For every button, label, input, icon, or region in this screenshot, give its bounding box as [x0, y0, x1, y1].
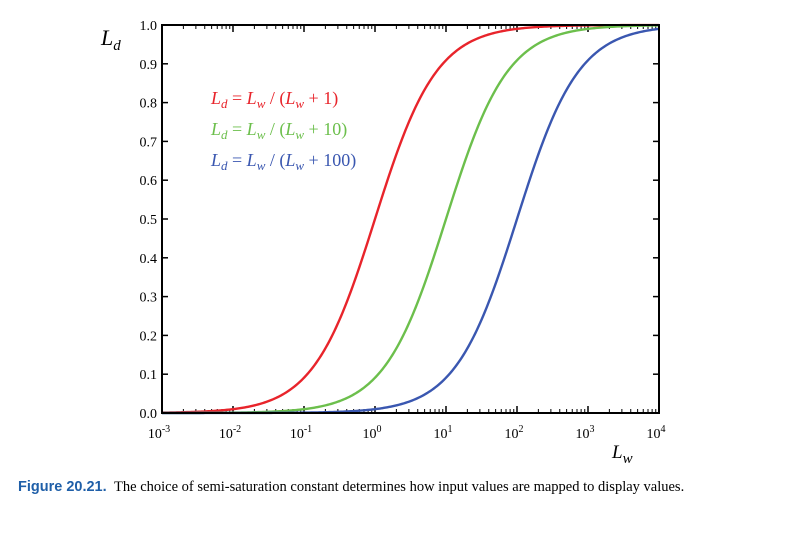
plot-frame — [161, 24, 660, 414]
series-line — [162, 27, 660, 415]
series-line — [162, 24, 660, 415]
y-tick-label: 0.0 — [140, 407, 158, 422]
x-axis-label: Lw — [611, 442, 633, 467]
x-tick-label: 10-2 — [219, 424, 241, 442]
y-tick-label: 0.1 — [140, 368, 158, 383]
x-tick-label: 103 — [576, 424, 595, 442]
x-tick-label: 102 — [505, 424, 524, 442]
legend-entry: Ld = Lw / (Lw + 1) — [210, 88, 338, 111]
legend-entry: Ld = Lw / (Lw + 100) — [210, 150, 356, 173]
x-tick-label: 10-1 — [290, 424, 312, 442]
x-tick-label: 101 — [434, 424, 453, 442]
y-tick-label: 0.7 — [140, 135, 158, 150]
y-tick-label: 0.3 — [140, 291, 158, 306]
y-tick-label: 0.8 — [140, 97, 158, 112]
chart-svg: 0.00.10.20.30.40.50.60.70.80.91.0 10-3 10… — [100, 19, 666, 467]
caption-text: The choice of semi-saturation constant d… — [114, 479, 685, 495]
y-axis-label: Ld — [100, 25, 121, 54]
y-tick-label: 0.9 — [140, 58, 158, 73]
legend-entry: Ld = Lw / (Lw + 10) — [210, 119, 347, 142]
x-tick-label: 10-3 — [148, 424, 170, 442]
x-tick-label: 104 — [647, 424, 666, 442]
y-tick-label: 1.0 — [140, 19, 158, 34]
figure-label: Figure 20.21. — [18, 479, 107, 495]
x-tick-label: 100 — [363, 424, 382, 442]
y-tick-label: 0.2 — [140, 329, 158, 344]
chart-legend: Ld = Lw / (Lw + 1) Ld = Lw / (Lw + 10) Ld … — [210, 88, 356, 173]
axis-ticks — [161, 24, 660, 414]
y-tick-label: 0.6 — [140, 174, 158, 189]
x-tick-labels: 10-3 10-2 10-1 100 101 102 103 104 — [148, 424, 666, 442]
y-tick-labels: 0.0 0.1 0.2 0.3 0.4 0.5 0.6 0.7 0.8 0.9 1.0 — [140, 19, 158, 422]
y-tick-label: 0.5 — [140, 213, 158, 228]
figure-caption: Figure 20.21. The choice of semi-saturat… — [18, 478, 768, 497]
y-tick-label: 0.4 — [140, 252, 158, 267]
series-line — [161, 23, 659, 414]
chart-curves — [161, 23, 660, 415]
